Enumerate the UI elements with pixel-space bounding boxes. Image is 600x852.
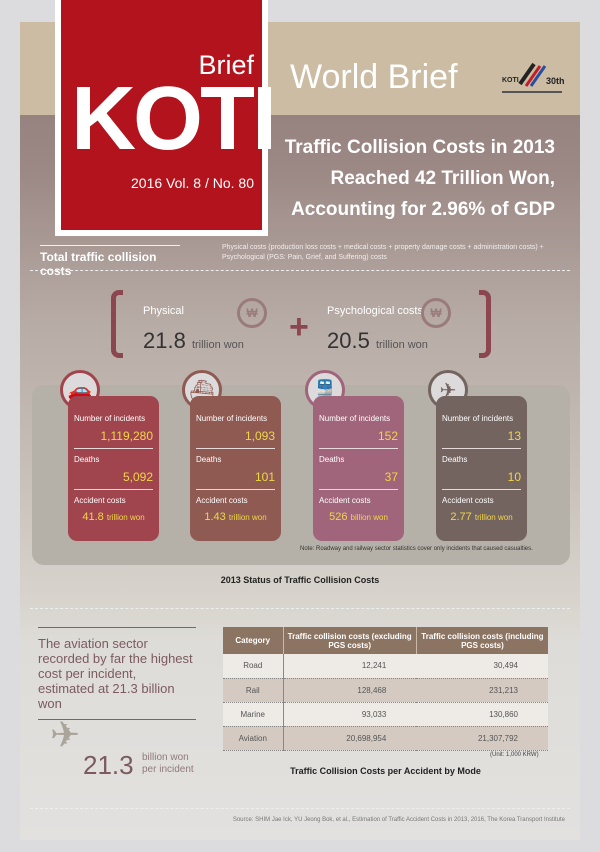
table-unit: (Unit: 1,000 KRW) (490, 752, 539, 758)
deaths-value: 5,092 (74, 470, 153, 490)
divider (30, 608, 570, 609)
deaths-label: Deaths (442, 455, 468, 464)
bracket-right (479, 290, 491, 358)
headline: Traffic Collision Costs in 2013 Reached … (285, 132, 555, 225)
card-aviation: Number of incidents 13 Deaths 10 Acciden… (436, 396, 527, 541)
deaths-label: Deaths (74, 455, 100, 464)
table-cell: 93,033 (283, 702, 417, 727)
plus-icon: + (289, 308, 309, 346)
table-row: Rail 128,468 231,213 (223, 678, 548, 703)
koti-30th-logo: KOTI 30th (502, 62, 565, 93)
airplane-icon: ✈ (50, 714, 81, 755)
table-row: Road 12,241 30,494 (223, 654, 548, 679)
table-cell: 128,468 (283, 678, 417, 703)
cost-label: Accident costs (319, 496, 371, 505)
physical-value: 21.8 (143, 328, 186, 353)
unit: trillion won (191, 339, 244, 351)
section-title: Total traffic collision costs (40, 245, 180, 278)
psych-value: 20.5 (327, 328, 370, 353)
table-cell: 30,494 (416, 654, 548, 679)
table-row: Aviation 20,698,954 21,307,792 (223, 726, 548, 751)
deaths-label: Deaths (319, 455, 345, 464)
cost-per-accident-table: Category Traffic collision costs (excludi… (223, 627, 548, 751)
table-cell: 21,307,792 (416, 726, 548, 751)
koti-brief-masthead: Brief KOTI 2016 Vol. 8 / No. 80 (55, 0, 277, 236)
table-cell: 20,698,954 (283, 726, 417, 751)
incidents-label: Number of incidents (442, 414, 514, 423)
cost-value: 2.77 (450, 511, 472, 523)
card-marine: Number of incidents 1,093 Deaths 101 Acc… (190, 396, 281, 541)
cost-unit: trillion won (228, 513, 267, 522)
column-header: Traffic collision costs (including PGS c… (415, 627, 548, 654)
svg-text:KOTI: KOTI (502, 77, 519, 84)
issue-label: 2016 Vol. 8 / No. 80 (131, 175, 254, 191)
svg-text:30th: 30th (546, 76, 565, 86)
divider (30, 808, 570, 809)
figure-caption: 2013 Status of Traffic Collision Costs (220, 575, 380, 585)
table-cell: 231,213 (416, 678, 548, 703)
cost-value: 1.43 (204, 511, 226, 523)
cost-unit: billion won (350, 513, 388, 522)
won-coin-icon: ₩ (421, 298, 451, 328)
incidents-value: 1,119,280 (74, 429, 153, 449)
card-road: Number of incidents 1,119,280 Deaths 5,0… (68, 396, 159, 541)
column-header: Traffic collision costs (excluding PGS c… (282, 627, 417, 654)
brief-label: Brief (198, 50, 254, 80)
series-title: World Brief (290, 58, 458, 96)
unit-line: per incident (142, 764, 194, 775)
table-row: Marine 93,033 130,860 (223, 702, 548, 727)
cost-unit: trillion won (474, 513, 513, 522)
unit-line: billion won (142, 752, 189, 763)
incidents-label: Number of incidents (196, 414, 268, 423)
incidents-value: 13 (442, 429, 521, 449)
section-description: Physical costs (production loss costs + … (222, 244, 544, 261)
table-caption: Traffic Collision Costs per Accident by … (290, 766, 481, 776)
table-cell: 130,860 (416, 702, 548, 727)
cost-label: Accident costs (442, 496, 494, 505)
column-header: Category (223, 627, 283, 654)
cost-label: Accident costs (74, 496, 126, 505)
aviation-value: 21.3 (83, 750, 134, 780)
deaths-label: Deaths (196, 455, 222, 464)
cost-value: 41.8 (82, 511, 104, 523)
table-cell: Aviation (223, 726, 284, 751)
table-cell: Road (223, 654, 284, 679)
card-rail: Number of incidents 152 Deaths 37 Accide… (313, 396, 404, 541)
deaths-value: 37 (319, 470, 398, 490)
cost-label: Accident costs (196, 496, 248, 505)
source-note: Source: SHIM Jae Ick, YU Jeong Bok, et a… (232, 817, 565, 823)
table-cell: 12,241 (283, 654, 417, 679)
incidents-label: Number of incidents (319, 414, 391, 423)
headline-line: Traffic Collision Costs in 2013 (284, 137, 555, 158)
incidents-label: Number of incidents (74, 414, 146, 423)
incidents-value: 152 (319, 429, 398, 449)
headline-line: Accounting for 2.96% of GDP (291, 199, 555, 220)
cost-unit: trillion won (106, 513, 145, 522)
table-cell: Marine (223, 702, 284, 727)
unit: trillion won (375, 339, 428, 351)
deaths-value: 101 (196, 470, 275, 490)
won-coin-icon: ₩ (237, 298, 267, 328)
headline-line: Reached 42 Trillion Won, (330, 168, 555, 189)
table-cell: Rail (223, 678, 284, 703)
total-costs-box: Physical 21.8 trillion won ₩ + Psycholog… (111, 290, 491, 358)
koti-label: KOTI (71, 69, 277, 169)
note: Note: Roadway and railway sector statist… (300, 546, 533, 552)
cost-value: 526 (329, 511, 348, 523)
incidents-value: 1,093 (196, 429, 275, 449)
psych-label: Psychological costs (327, 305, 423, 317)
bracket-left (111, 290, 123, 358)
aviation-unit: billion won per incident (142, 752, 194, 776)
physical-label: Physical (143, 305, 184, 317)
deaths-value: 10 (442, 470, 521, 490)
divider (30, 270, 570, 271)
aviation-highlight: The aviation sector recorded by far the … (38, 627, 196, 720)
